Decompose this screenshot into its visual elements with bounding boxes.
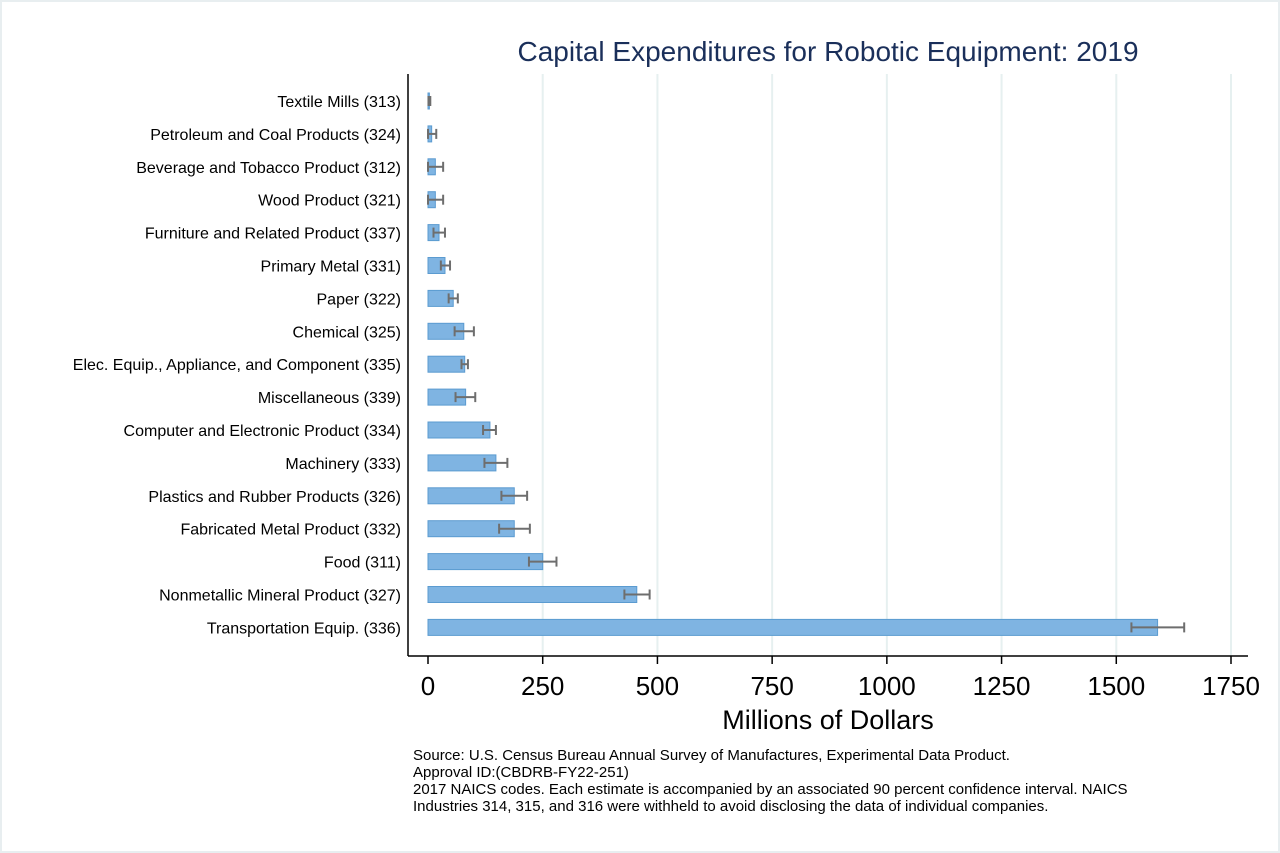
category-label: Transportation Equip. (336) [207,620,401,637]
bar [427,355,466,373]
bar [427,586,638,603]
category-label: Computer and Electronic Product (334) [124,423,401,440]
category-label: Nonmetallic Mineral Product (327) [159,588,401,605]
error-bar [460,359,469,370]
error-bar [483,457,509,468]
bar [427,618,1159,636]
category-label: Miscellaneous (339) [258,390,401,407]
error-bar [498,523,531,534]
category-label: Paper (322) [317,291,402,308]
error-bar [623,589,651,600]
category-label: Wood Product (321) [258,193,401,210]
error-bar [482,425,497,435]
chart-title: Capital Expenditures for Robotic Equipme… [517,36,1138,67]
error-bars [427,96,1186,633]
x-axis-label: Millions of Dollars [722,705,934,735]
grid-lines [541,74,1232,656]
error-bar [439,260,452,271]
error-bar [427,194,445,205]
category-labels: Textile Mills (313) Petroleum and Coal Pr… [73,94,401,637]
category-label: Plastics and Rubber Products (326) [148,489,401,506]
error-bar [432,227,446,238]
source-note-line: Source: U.S. Census Bureau Annual Survey… [413,747,1010,764]
x-tick-label: 1250 [973,671,1031,701]
bar [427,421,491,439]
bar [427,553,544,571]
bars [427,92,1159,636]
error-bar [500,490,529,501]
x-tick-labels: 0 250 500 750 1000 1250 1500 1750 [421,671,1260,701]
x-tick-label: 500 [636,671,679,701]
category-label: Petroleum and Coal Products (324) [150,127,401,144]
source-notes: Source: U.S. Census Bureau Annual Survey… [413,747,1128,815]
x-tick-label: 1000 [858,671,916,701]
error-bar [427,128,438,139]
category-label: Food (311) [324,555,401,572]
x-tick-label: 1750 [1202,671,1260,701]
error-bar [427,161,445,172]
axes [407,74,1248,664]
error-bar [454,392,477,403]
error-bar [427,96,432,106]
x-tick-label: 750 [750,671,793,701]
category-label: Chemical (325) [293,324,401,341]
error-bar [1130,622,1186,633]
error-bar [447,293,459,304]
source-note-line: 2017 NAICS codes. Each estimate is accom… [413,781,1128,798]
category-label: Fabricated Metal Product (332) [180,522,401,539]
category-label: Furniture and Related Product (337) [145,226,401,243]
x-tick-label: 250 [521,671,564,701]
category-label: Textile Mills (313) [277,94,401,111]
x-tick-label: 1500 [1087,671,1145,701]
x-tick-label: 0 [421,671,435,701]
category-label: Beverage and Tobacco Product (312) [136,160,401,177]
category-label: Primary Metal (331) [261,259,401,276]
error-bar [527,556,558,567]
source-note-line: Approval ID:(CBDRB-FY22-251) [413,764,629,781]
category-label: Elec. Equip., Appliance, and Component (… [73,357,401,374]
category-label: Machinery (333) [285,456,401,473]
source-note-line: Industries 314, 315, and 316 were withhe… [413,798,1048,815]
error-bar [453,326,475,337]
